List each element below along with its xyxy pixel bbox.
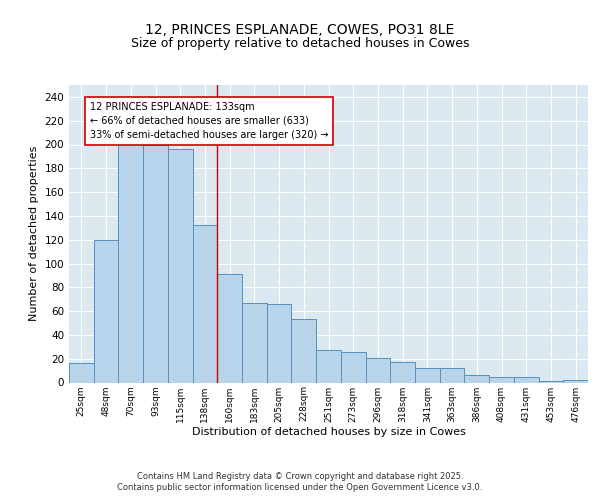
- Bar: [440, 368, 464, 382]
- Y-axis label: Number of detached properties: Number of detached properties: [29, 146, 39, 322]
- Bar: [217, 274, 242, 382]
- Bar: [118, 142, 143, 382]
- Text: 12 PRINCES ESPLANADE: 133sqm
← 66% of detached houses are smaller (633)
33% of s: 12 PRINCES ESPLANADE: 133sqm ← 66% of de…: [90, 102, 329, 140]
- Bar: [292, 320, 316, 382]
- Bar: [94, 240, 118, 382]
- Bar: [563, 380, 588, 382]
- X-axis label: Distribution of detached houses by size in Cowes: Distribution of detached houses by size …: [191, 427, 466, 437]
- Bar: [341, 352, 365, 382]
- Bar: [69, 364, 94, 382]
- Bar: [415, 368, 440, 382]
- Bar: [365, 358, 390, 382]
- Bar: [489, 376, 514, 382]
- Bar: [267, 304, 292, 382]
- Bar: [168, 150, 193, 382]
- Bar: [193, 226, 217, 382]
- Bar: [316, 350, 341, 382]
- Bar: [143, 144, 168, 382]
- Bar: [390, 362, 415, 382]
- Bar: [464, 376, 489, 382]
- Bar: [514, 376, 539, 382]
- Text: 12, PRINCES ESPLANADE, COWES, PO31 8LE: 12, PRINCES ESPLANADE, COWES, PO31 8LE: [145, 22, 455, 36]
- Bar: [242, 303, 267, 382]
- Text: Contains HM Land Registry data © Crown copyright and database right 2025.
Contai: Contains HM Land Registry data © Crown c…: [118, 472, 482, 492]
- Text: Size of property relative to detached houses in Cowes: Size of property relative to detached ho…: [131, 38, 469, 51]
